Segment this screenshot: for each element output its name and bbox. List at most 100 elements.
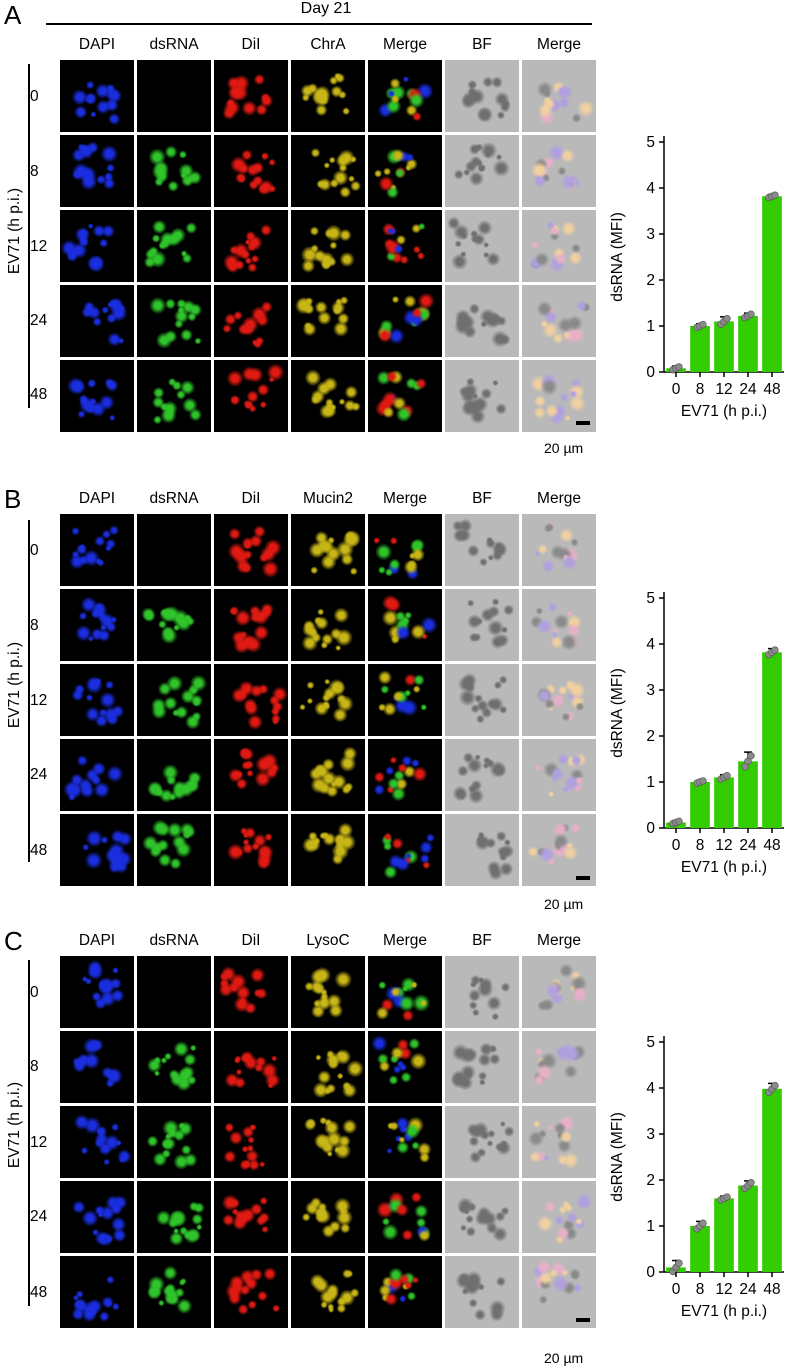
column-header-bf: BF [472,932,492,949]
bar-12 [714,1198,734,1272]
micrograph-dii [214,1181,288,1253]
data-point-8 [699,1219,707,1227]
column-header-dii: DiI [241,490,261,507]
micrograph-merge-bf [522,135,596,207]
micrograph-dsrna [137,285,211,357]
data-point-24 [747,310,755,318]
y-tick-label: 2 [646,728,655,745]
column-header-marker: Mucin2 [303,490,353,507]
micrograph-marker [291,664,365,736]
x-tick-label-0: 0 [672,1281,681,1298]
micrograph-dapi [60,1106,134,1178]
micrograph-bf [445,360,519,432]
micrograph-merge-bf [522,210,596,282]
micrograph-merge-bf [522,1106,596,1178]
micrograph-dsrna [137,360,211,432]
micrograph-dapi [60,664,134,736]
micrograph-dapi [60,739,134,811]
micrograph-merge-bf [522,1181,596,1253]
column-header-merge: Merge [383,932,427,949]
day-title: Day 21 [300,0,352,17]
micrograph-merge-bf [522,360,596,432]
y-tick-label: 4 [646,1080,655,1097]
row-axis-line [28,64,30,408]
micrograph-merge [368,739,442,811]
column-header-merge-bf: Merge [537,36,581,53]
bar-12 [714,777,734,828]
micrograph-dsrna [137,814,211,886]
micrograph-bf [445,1181,519,1253]
scale-bar [576,876,590,880]
micrograph-merge [368,514,442,586]
scale-bar [576,1318,590,1322]
data-point-0 [675,363,683,371]
column-header-dapi: DAPI [78,490,116,507]
micrograph-dsrna [137,60,211,132]
column-header-dii: DiI [241,36,261,53]
column-header-dii: DiI [241,932,261,949]
micrograph-dapi [60,135,134,207]
micrograph-dapi [60,589,134,661]
data-point-8 [699,777,707,785]
image-grid-c [60,956,598,1336]
micrograph-bf [445,514,519,586]
micrograph-merge-bf [522,589,596,661]
y-axis-title: dsRNA (MFI) [609,212,626,302]
micrograph-dii [214,664,288,736]
y-tick-label: 4 [646,636,655,653]
micrograph-dsrna [137,135,211,207]
micrograph-merge [368,135,442,207]
x-tick-label-48: 48 [763,1281,780,1298]
scale-bar-label: 20 µm [544,896,584,912]
y-tick-label: 5 [646,134,655,151]
micrograph-dii [214,1031,288,1103]
column-header-marker: LysoC [306,932,350,949]
row-axis-line [28,520,30,862]
micrograph-bf [445,210,519,282]
y-tick-label: 3 [646,1126,655,1143]
panel-letter-a: A [4,0,22,30]
micrograph-dii [214,814,288,886]
micrograph-merge [368,956,442,1028]
micrograph-bf [445,135,519,207]
y-tick-label: 3 [646,682,655,699]
micrograph-merge [368,1256,442,1328]
micrograph-dapi [60,1256,134,1328]
micrograph-dsrna [137,956,211,1028]
row-label-48: 48 [30,386,48,403]
micrograph-marker [291,135,365,207]
micrograph-dii [214,739,288,811]
y-tick-label: 2 [646,272,655,289]
x-tick-label-8: 8 [696,837,705,854]
micrograph-dii [214,360,288,432]
y-tick-label: 1 [646,1218,655,1235]
data-point-8 [699,320,707,329]
scale-bar-label: 20 µm [544,1350,584,1366]
micrograph-dii [214,285,288,357]
x-tick-label-12: 12 [715,837,732,854]
micrograph-marker [291,739,365,811]
micrograph-merge [368,1106,442,1178]
column-header-dapi: DAPI [78,36,116,53]
row-label-0: 0 [30,542,39,559]
micrograph-merge-bf [522,514,596,586]
y-tick-label: 3 [646,226,655,243]
y-tick-label: 4 [646,180,655,197]
y-tick-label: 1 [646,318,655,335]
row-axis-label: EV71 (h p.i.) [6,641,23,729]
micrograph-bf [445,739,519,811]
row-label-8: 8 [30,1058,39,1075]
bar-12 [714,321,734,372]
x-axis-title: EV71 (h p.i.) [681,403,767,420]
bar-24 [738,761,758,828]
micrograph-dapi [60,60,134,132]
micrograph-merge [368,285,442,357]
x-tick-label-0: 0 [672,381,681,398]
micrograph-dapi [60,285,134,357]
micrograph-merge-bf [522,739,596,811]
x-tick-label-8: 8 [696,381,705,398]
data-point-24 [747,752,755,760]
bar-8 [690,326,710,372]
row-label-0: 0 [30,984,39,1001]
y-tick-label: 5 [646,590,655,607]
